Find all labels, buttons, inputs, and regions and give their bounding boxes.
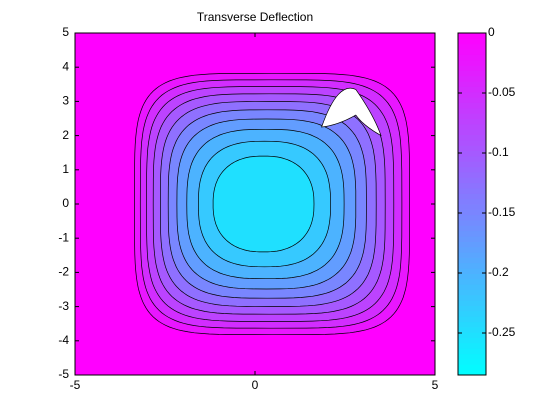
colorbar-swatch <box>458 241 486 248</box>
colorbar-swatch <box>458 118 486 125</box>
colorbar-swatch <box>458 230 486 237</box>
colorbar-swatch <box>458 139 486 146</box>
colorbar-swatch <box>458 86 486 93</box>
colorbar-swatch <box>458 49 486 55</box>
colorbar-swatch <box>458 171 486 178</box>
colorbar-swatch <box>458 294 486 301</box>
colorbar-swatch <box>458 214 486 221</box>
x-tick-label: -5 <box>70 378 81 392</box>
y-tick-label: -3 <box>58 299 69 313</box>
x-tick-label: 0 <box>252 378 259 392</box>
colorbar-swatch <box>458 65 486 71</box>
contour-line <box>212 155 315 253</box>
colorbar-swatch <box>458 177 486 184</box>
colorbar-tick-label: 0 <box>488 25 495 39</box>
colorbar-swatch <box>458 145 486 152</box>
colorbar-swatch <box>458 43 486 50</box>
colorbar-swatch <box>458 337 486 344</box>
colorbar-swatch <box>458 150 486 157</box>
colorbar-swatch <box>458 70 486 77</box>
colorbar-swatch <box>458 129 486 136</box>
y-tick-label: 1 <box>62 162 69 176</box>
colorbar-swatch <box>458 182 486 189</box>
colorbar-swatch <box>458 369 486 376</box>
colorbar-swatch <box>458 81 486 87</box>
colorbar-swatch <box>458 75 486 82</box>
x-tick-label: 5 <box>432 378 439 392</box>
colorbar-swatch <box>458 273 486 280</box>
colorbar-swatch <box>458 364 486 371</box>
colorbar-swatch <box>458 353 486 360</box>
colorbar-swatch <box>458 316 486 323</box>
colorbar-swatch <box>458 278 486 285</box>
colorbar-swatch <box>458 187 486 194</box>
colorbar-swatch <box>458 225 486 232</box>
colorbar-swatch <box>458 310 486 317</box>
colorbar-swatch <box>458 204 486 210</box>
y-tick-label: 0 <box>62 196 69 210</box>
colorbar-swatch <box>458 321 486 328</box>
colorbar-swatch <box>458 332 486 339</box>
colorbar-swatch <box>458 289 486 296</box>
colorbar-swatch <box>458 198 486 205</box>
colorbar-swatch <box>458 326 486 333</box>
colorbar-swatch <box>458 123 486 130</box>
colorbar-tick-label: -0.05 <box>488 85 516 99</box>
chart-title: Transverse Deflection <box>197 10 313 24</box>
colorbar-swatch <box>458 134 486 141</box>
y-tick-label: 3 <box>62 94 69 108</box>
colorbar-swatch <box>458 209 486 216</box>
colorbar-swatch <box>458 33 486 39</box>
colorbar-swatch <box>458 348 486 355</box>
colorbar-swatch <box>458 54 486 61</box>
colorbar-swatch <box>458 113 486 119</box>
colorbar-swatch <box>458 59 486 66</box>
colorbar-tick-label: -0.1 <box>488 145 509 159</box>
colorbar-swatch <box>458 220 486 226</box>
colorbar-swatch <box>458 300 486 307</box>
y-tick-label: 5 <box>62 25 69 39</box>
colorbar-swatch <box>458 161 486 168</box>
colorbar-swatch <box>458 97 486 103</box>
y-tick-label: -5 <box>58 367 69 381</box>
colorbar-swatch <box>458 268 486 274</box>
colorbar-swatch <box>458 252 486 258</box>
hole <box>321 87 382 137</box>
colorbar-swatch <box>458 91 486 98</box>
colorbar-tick-label: -0.2 <box>488 265 509 279</box>
colorbar-swatch <box>458 102 486 109</box>
colorbar-tick-label: -0.25 <box>488 325 516 339</box>
colorbar-swatch <box>458 166 486 173</box>
y-tick-label: -1 <box>58 230 69 244</box>
y-tick-label: 4 <box>62 59 69 73</box>
colorbar-tick-label: -0.15 <box>488 205 516 219</box>
colorbar-swatch <box>458 358 486 365</box>
y-tick-label: -2 <box>58 265 69 279</box>
colorbar-swatch <box>458 193 486 200</box>
colorbar-swatch <box>458 236 486 242</box>
colorbar-frame <box>457 32 487 376</box>
colorbar-swatch <box>458 155 486 162</box>
colorbar-swatch <box>458 262 486 269</box>
colorbar-swatch <box>458 107 486 114</box>
colorbar-swatch <box>458 284 486 290</box>
y-tick-label: 2 <box>62 128 69 142</box>
colorbar-swatch <box>458 305 486 312</box>
colorbar-swatch <box>458 257 486 264</box>
y-tick-label: -4 <box>58 333 69 347</box>
colorbar-swatch <box>458 246 486 253</box>
colorbar-swatch <box>458 38 486 45</box>
colorbar-swatch <box>458 342 486 349</box>
